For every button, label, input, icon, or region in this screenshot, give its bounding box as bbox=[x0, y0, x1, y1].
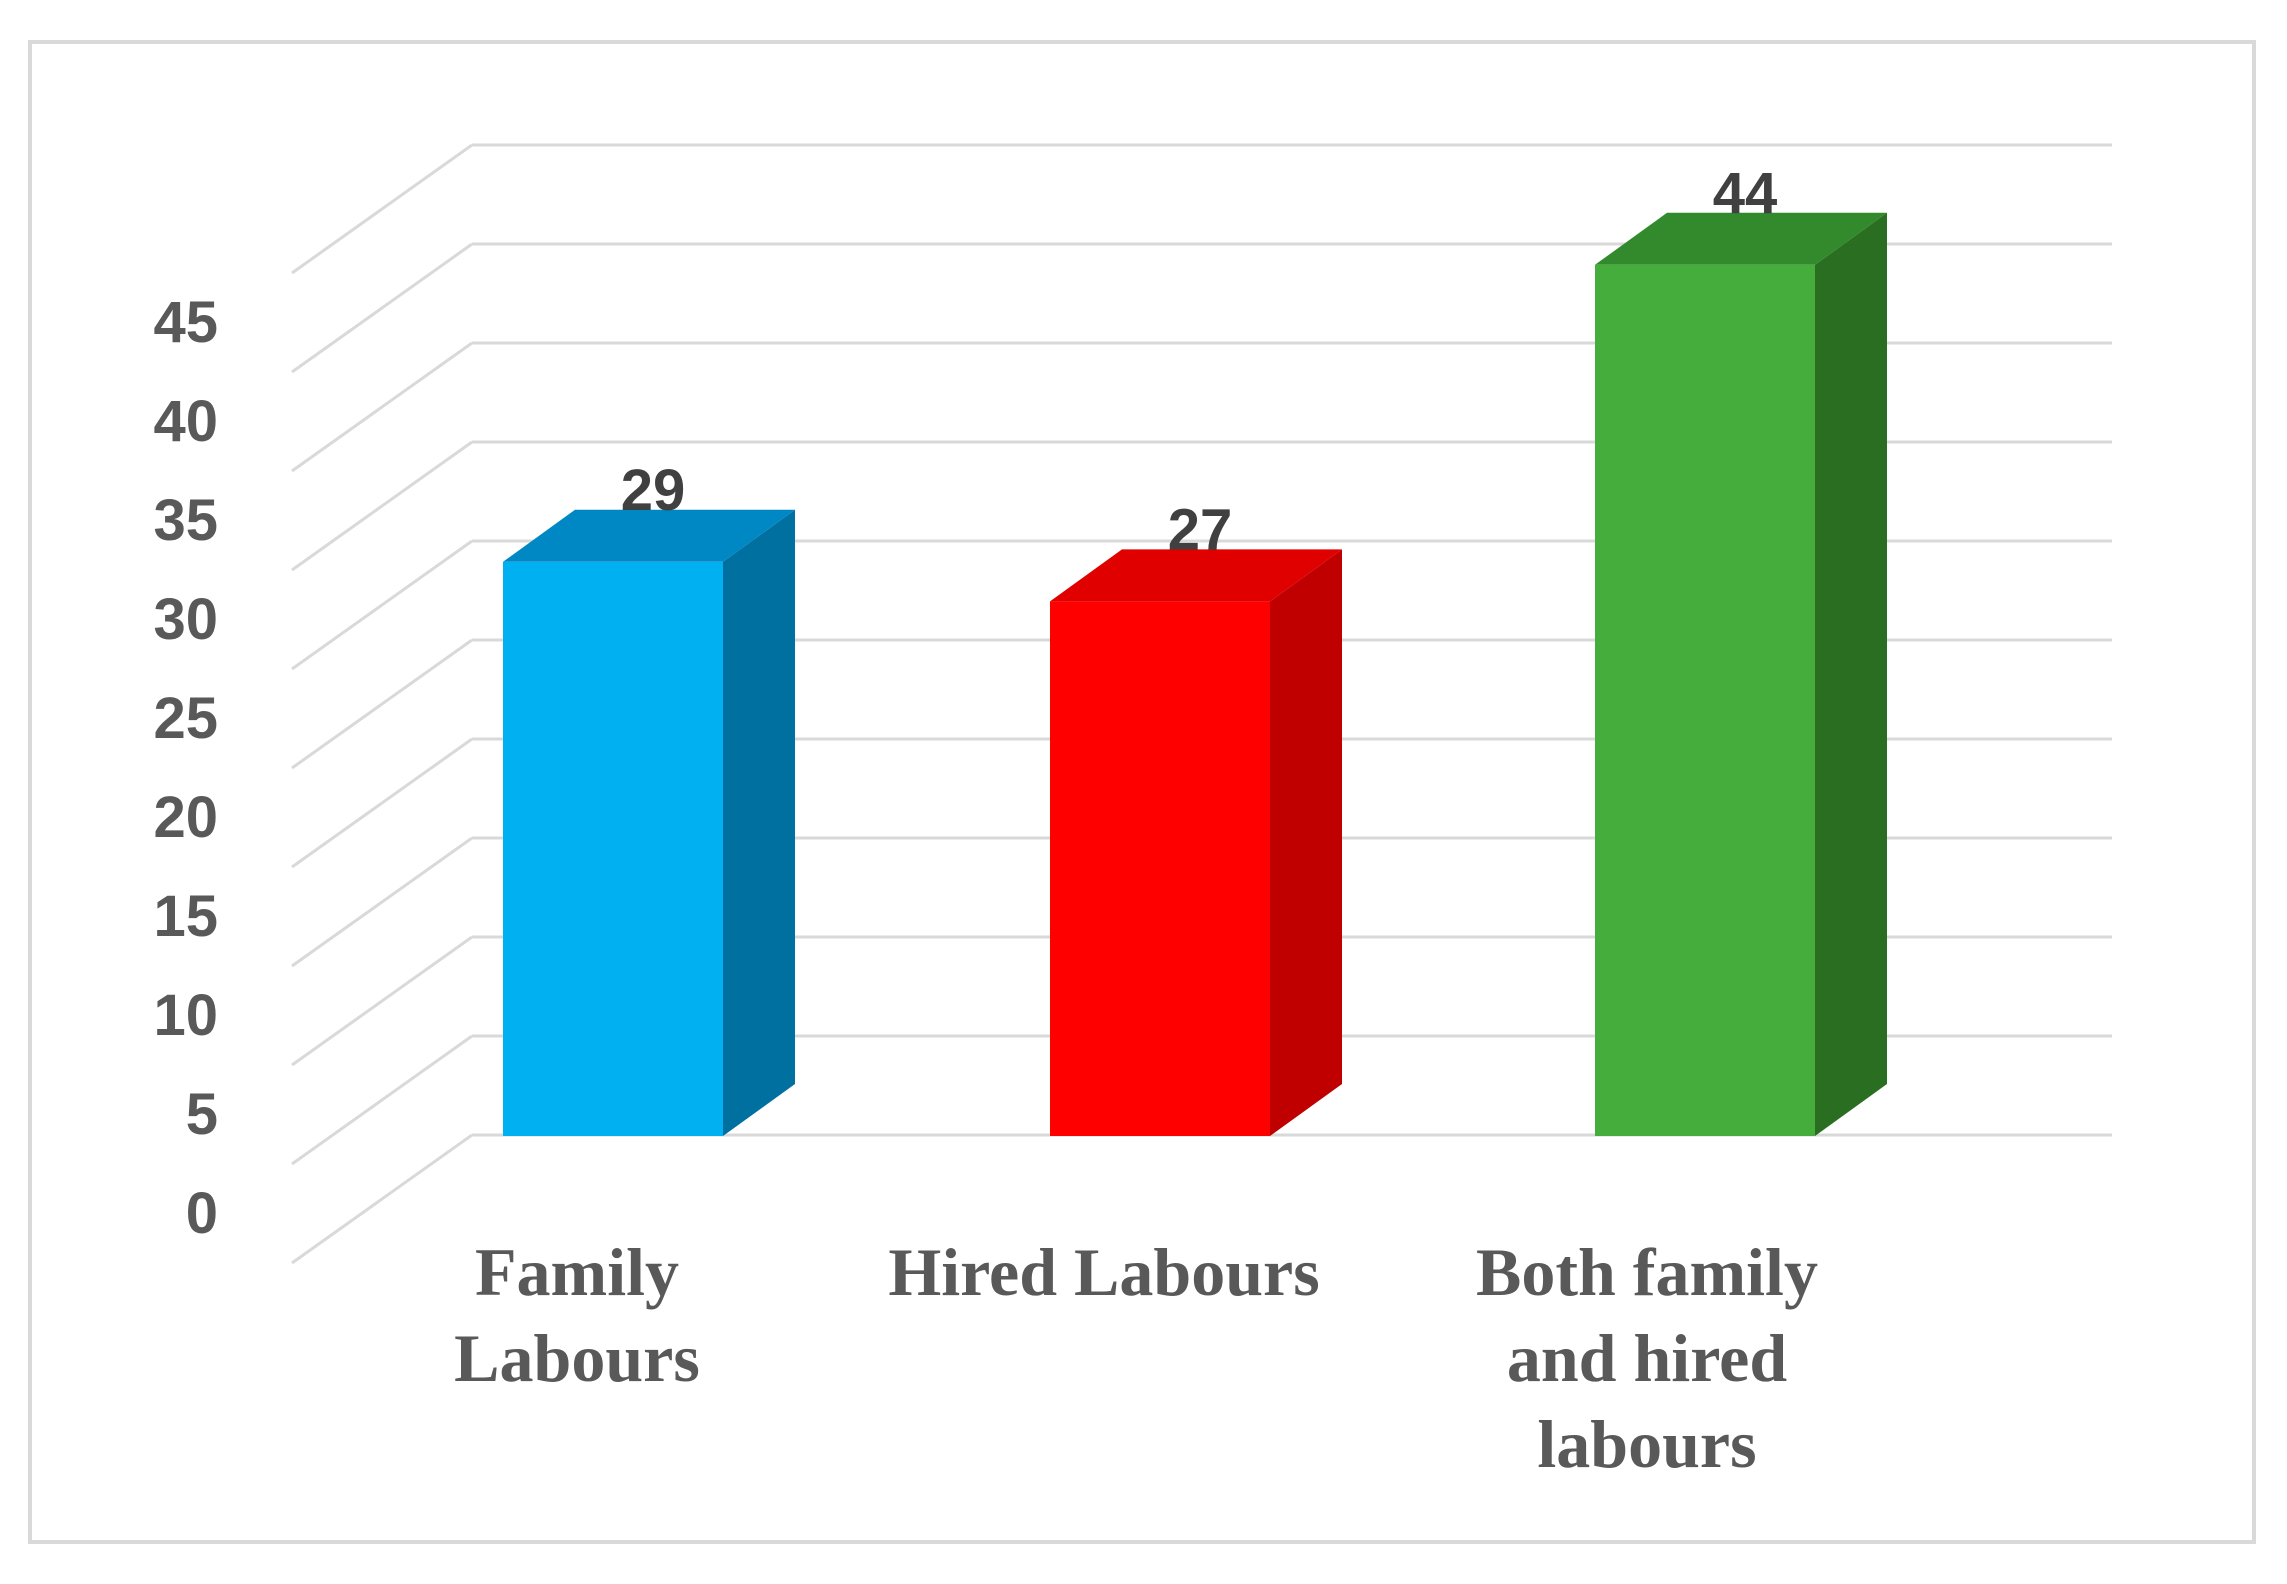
gridline-depth-30 bbox=[292, 541, 472, 669]
gridline-depth-25 bbox=[292, 640, 472, 768]
x-label-2-0: Both family bbox=[1476, 1234, 1818, 1310]
bar-front-2 bbox=[1595, 265, 1815, 1136]
gridline-depth-50 bbox=[292, 145, 472, 273]
y-tick-label: 15 bbox=[153, 884, 218, 949]
bar-front-1 bbox=[1050, 601, 1270, 1136]
y-tick-label: 45 bbox=[153, 290, 218, 355]
gridline-depth-45 bbox=[292, 244, 472, 372]
gridline-depth-35 bbox=[292, 442, 472, 570]
x-axis-labels: Family Labours Hired Labours Both family and… bbox=[454, 1234, 1818, 1482]
bar-side-2 bbox=[1815, 213, 1887, 1136]
gridline-depth-5 bbox=[292, 1036, 472, 1164]
y-axis-ticks: 0 5 10 15 20 25 30 35 40 45 bbox=[153, 290, 218, 1246]
x-label-0-0: Family bbox=[475, 1234, 679, 1310]
bars bbox=[503, 213, 1887, 1136]
y-tick-label: 20 bbox=[153, 785, 218, 850]
x-label-1-0: Hired Labours bbox=[888, 1234, 1319, 1310]
bar-front-0 bbox=[503, 562, 723, 1136]
y-tick-label: 40 bbox=[153, 389, 218, 454]
gridline-depth-40 bbox=[292, 343, 472, 471]
data-label-0: 29 bbox=[621, 458, 686, 523]
gridline-depth-15 bbox=[292, 838, 472, 966]
gridline-depth-0 bbox=[292, 1135, 472, 1263]
data-label-2: 44 bbox=[1713, 161, 1778, 226]
x-label-2-1: and hired bbox=[1507, 1320, 1787, 1396]
y-tick-label: 0 bbox=[186, 1181, 218, 1246]
y-tick-label: 35 bbox=[153, 488, 218, 553]
bar-side-0 bbox=[723, 510, 795, 1136]
data-label-1: 27 bbox=[1168, 497, 1233, 562]
bar-side-1 bbox=[1270, 549, 1342, 1136]
y-tick-label: 25 bbox=[153, 686, 218, 751]
x-label-2-2: labours bbox=[1537, 1406, 1756, 1482]
y-tick-label: 30 bbox=[153, 587, 218, 652]
gridline-depth-10 bbox=[292, 937, 472, 1065]
x-label-0-1: Labours bbox=[454, 1320, 700, 1396]
y-tick-label: 5 bbox=[186, 1082, 218, 1147]
gridline-depth-20 bbox=[292, 739, 472, 867]
y-tick-label: 10 bbox=[153, 983, 218, 1048]
